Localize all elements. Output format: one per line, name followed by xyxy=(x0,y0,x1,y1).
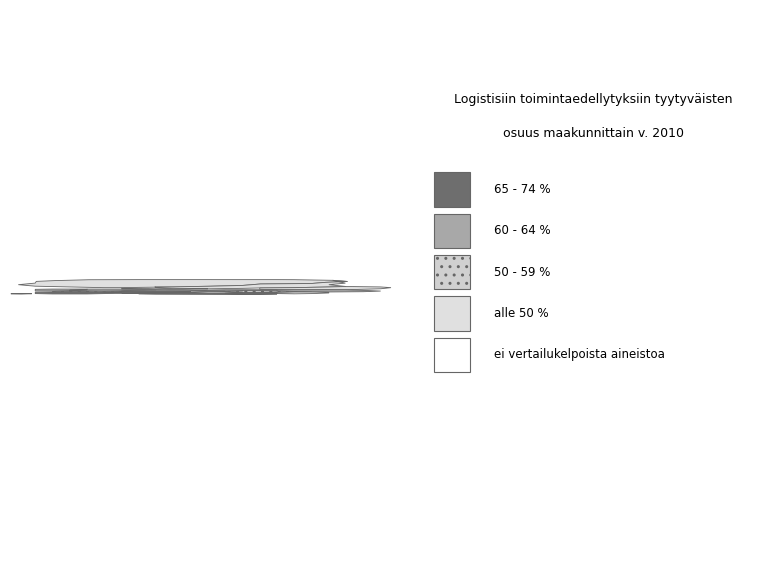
Polygon shape xyxy=(35,292,122,294)
Text: osuus maakunnittain v. 2010: osuus maakunnittain v. 2010 xyxy=(503,127,684,141)
Text: 60 - 64 %: 60 - 64 % xyxy=(494,224,551,237)
Text: ei vertailukelpoista aineistoa: ei vertailukelpoista aineistoa xyxy=(494,348,665,361)
Polygon shape xyxy=(69,289,156,291)
Polygon shape xyxy=(139,293,277,294)
Polygon shape xyxy=(19,280,348,288)
FancyBboxPatch shape xyxy=(434,296,470,331)
Polygon shape xyxy=(104,291,190,293)
Polygon shape xyxy=(190,292,242,293)
Text: 50 - 59 %: 50 - 59 % xyxy=(494,266,550,278)
Polygon shape xyxy=(190,290,277,291)
FancyBboxPatch shape xyxy=(434,172,470,207)
Text: 65 - 74 %: 65 - 74 % xyxy=(494,183,551,196)
Polygon shape xyxy=(11,293,32,294)
Polygon shape xyxy=(122,290,225,292)
Polygon shape xyxy=(35,289,87,291)
Polygon shape xyxy=(155,280,348,289)
Polygon shape xyxy=(225,292,295,294)
Polygon shape xyxy=(260,286,391,290)
FancyBboxPatch shape xyxy=(434,255,470,289)
Polygon shape xyxy=(52,291,122,293)
Text: Logistisiin toimintaedellytyksiin tyytyväisten: Logistisiin toimintaedellytyksiin tyytyv… xyxy=(454,93,733,106)
FancyBboxPatch shape xyxy=(434,338,470,372)
FancyBboxPatch shape xyxy=(434,214,470,248)
Text: alle 50 %: alle 50 % xyxy=(494,307,549,320)
Polygon shape xyxy=(277,292,328,294)
Polygon shape xyxy=(260,290,381,292)
Polygon shape xyxy=(122,288,208,290)
Polygon shape xyxy=(225,290,311,293)
Polygon shape xyxy=(122,292,190,293)
